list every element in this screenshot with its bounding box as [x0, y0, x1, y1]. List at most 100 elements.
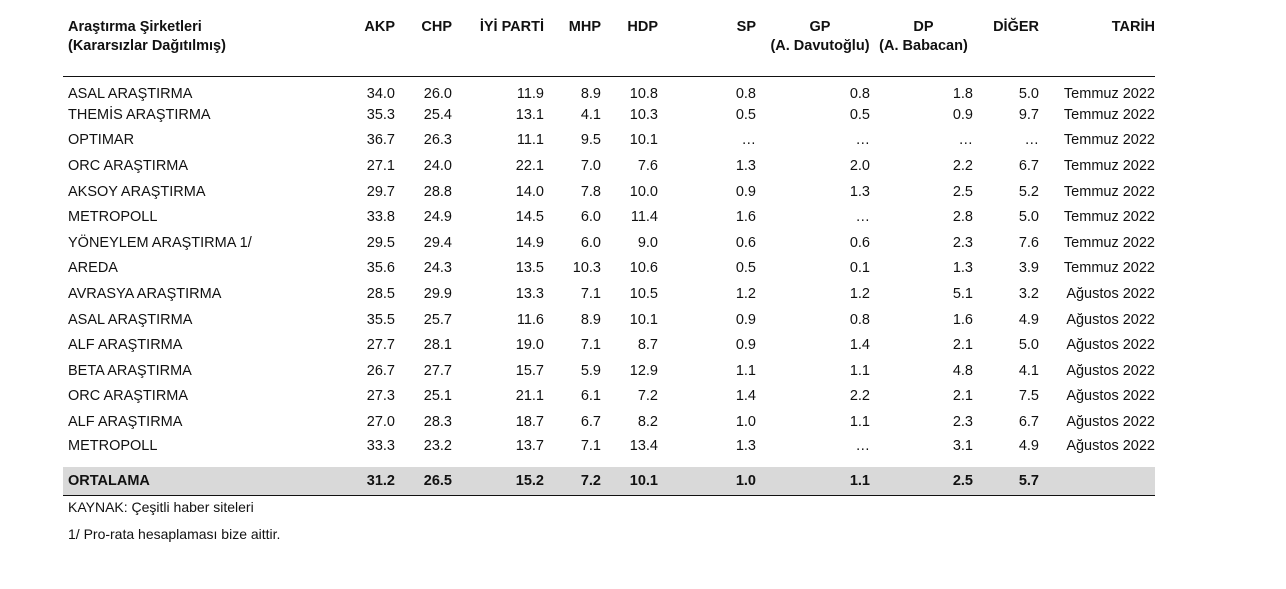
cell-tarih: Ağustos 2022	[1066, 362, 1155, 379]
cell-hdp: 8.7	[637, 337, 658, 354]
table-row: AVRASYA ARAŞTIRMA 28.5 29.9 13.3 7.1 10.5 1.2 1…	[63, 281, 1155, 307]
cell-sp: 0.8	[735, 86, 756, 103]
cell-gp: 1.1	[849, 414, 870, 431]
cell-akp: 26.7	[366, 362, 395, 379]
cell-mhp: 5.9	[580, 362, 601, 379]
cell-iyi: 19.0	[515, 337, 544, 354]
header-sp: SP	[658, 14, 756, 77]
header-mhp: MHP	[544, 14, 601, 77]
cell-akp: 27.0	[366, 414, 395, 431]
cell-tarih: Temmuz 2022	[1063, 86, 1155, 103]
cell-hdp: 11.4	[630, 209, 658, 226]
cell-gp: 0.8	[849, 86, 870, 103]
cell-diger: 5.0	[1018, 337, 1039, 354]
cell-company: ASAL ARAŞTIRMA	[68, 311, 193, 328]
cell-gp: 0.1	[849, 260, 870, 277]
cell-diger: 4.9	[1018, 437, 1039, 454]
table-row: AREDA 35.6 24.3 13.5 10.3 10.6 0.5 0.1 1.3 3.9 Tem…	[63, 256, 1155, 282]
table-row: ALF ARAŞTIRMA 27.7 28.1 19.0 7.1 8.7 0.9 1.4 2.1…	[63, 332, 1155, 358]
cell-hdp: 10.5	[629, 286, 658, 303]
cell-mhp: 9.5	[580, 132, 601, 149]
cell-mhp: 7.1	[580, 337, 601, 354]
cell-chp: 24.3	[423, 260, 452, 277]
cell-dp: 1.6	[952, 311, 973, 328]
cell-dp: 2.1	[952, 388, 973, 405]
header-company: Araştırma Şirketleri (Kararsızlar Dağıtı…	[63, 14, 313, 77]
cell-akp: 34.0	[366, 86, 395, 103]
cell-dp: 2.2	[952, 158, 973, 175]
cell-company: THEMİS ARAŞTIRMA	[68, 106, 211, 123]
cell-akp: 36.7	[366, 132, 395, 149]
cell-diger: …	[1024, 132, 1040, 149]
cell-gp: 2.0	[849, 158, 870, 175]
average-akp: 31.2	[313, 467, 395, 497]
cell-iyi: 11.1	[516, 132, 544, 149]
cell-iyi: 14.9	[515, 234, 544, 251]
cell-iyi: 21.1	[515, 388, 544, 405]
table-row: AKSOY ARAŞTIRMA 29.7 28.8 14.0 7.8 10.0 0.9 1.3…	[63, 179, 1155, 205]
table-row: ASAL ARAŞTIRMA 34.0 26.0 11.9 8.9 10.8 0.8 0.8 1…	[63, 77, 1155, 103]
cell-iyi: 13.3	[515, 286, 544, 303]
cell-chp: 28.1	[423, 337, 452, 354]
table-row: METROPOLL 33.8 24.9 14.5 6.0 11.4 1.6 … 2.8 5.0 Te…	[63, 204, 1155, 230]
cell-sp: 0.9	[735, 183, 756, 200]
table-row: METROPOLL 33.3 23.2 13.7 7.1 13.4 1.3 … 3.1 4.9 Ağ…	[63, 435, 1155, 461]
header-dp-line2: (A. Babacan)	[879, 38, 968, 54]
header-iyi: İYİ PARTİ	[452, 14, 544, 77]
average-chp: 26.5	[395, 467, 452, 497]
cell-iyi: 11.9	[516, 86, 544, 103]
cell-dp: 2.5	[952, 183, 973, 200]
average-sp: 1.0	[658, 467, 756, 497]
cell-sp: 1.6	[735, 209, 756, 226]
cell-iyi: 22.1	[515, 158, 544, 175]
cell-mhp: 6.0	[580, 209, 601, 226]
cell-tarih: Temmuz 2022	[1063, 209, 1155, 226]
notes: KAYNAK: Çeşitli haber siteleri 1/ Pro-ra…	[63, 496, 1155, 550]
header-row: Araştırma Şirketleri (Kararsızlar Dağıtı…	[63, 14, 1155, 77]
table-row: ORC ARAŞTIRMA 27.1 24.0 22.1 7.0 7.6 1.3 2.0 2.2…	[63, 153, 1155, 179]
cell-gp: …	[855, 132, 871, 149]
cell-akp: 35.6	[366, 260, 395, 277]
cell-company: METROPOLL	[68, 209, 158, 226]
cell-akp: 28.5	[366, 286, 395, 303]
cell-tarih: Ağustos 2022	[1066, 414, 1155, 431]
cell-tarih: Ağustos 2022	[1066, 437, 1155, 454]
cell-hdp: 10.6	[629, 260, 658, 277]
cell-gp: …	[855, 209, 871, 226]
cell-gp: 0.5	[849, 106, 870, 123]
average-tarih	[1039, 467, 1155, 497]
cell-chp: 24.9	[423, 209, 452, 226]
header-gp-line1: GP	[809, 19, 831, 35]
cell-akp: 27.3	[366, 388, 395, 405]
cell-dp: …	[958, 132, 974, 149]
cell-hdp: 9.0	[637, 234, 658, 251]
cell-gp: 1.4	[849, 337, 870, 354]
cell-mhp: 8.9	[580, 86, 601, 103]
cell-chp: 26.3	[423, 132, 452, 149]
cell-akp: 33.8	[366, 209, 395, 226]
header-hdp: HDP	[601, 14, 658, 77]
average-label: ORTALAMA	[63, 467, 313, 497]
cell-sp: 1.0	[735, 414, 756, 431]
source-note: KAYNAK: Çeşitli haber siteleri	[68, 499, 254, 516]
cell-tarih: Temmuz 2022	[1063, 158, 1155, 175]
cell-dp: 2.3	[952, 414, 973, 431]
average-dp: 2.5	[870, 467, 973, 497]
cell-akp: 35.3	[366, 106, 395, 123]
cell-gp: 2.2	[849, 388, 870, 405]
cell-diger: 6.7	[1018, 414, 1039, 431]
header-dp-line1: DP	[913, 19, 934, 35]
average-diger: 5.7	[973, 467, 1039, 497]
cell-company: ORC ARAŞTIRMA	[68, 158, 189, 175]
average-gp: 1.1	[756, 467, 870, 497]
cell-iyi: 15.7	[515, 362, 544, 379]
cell-diger: 5.2	[1018, 183, 1039, 200]
cell-chp: 28.3	[423, 414, 452, 431]
cell-dp: 2.1	[952, 337, 973, 354]
table-row: ORC ARAŞTIRMA 27.3 25.1 21.1 6.1 7.2 1.4 2.2 2.1…	[63, 384, 1155, 410]
cell-diger: 7.6	[1018, 234, 1039, 251]
cell-tarih: Ağustos 2022	[1066, 388, 1155, 405]
cell-tarih: Temmuz 2022	[1063, 260, 1155, 277]
cell-mhp: 6.7	[580, 414, 601, 431]
cell-sp: 0.9	[735, 337, 756, 354]
